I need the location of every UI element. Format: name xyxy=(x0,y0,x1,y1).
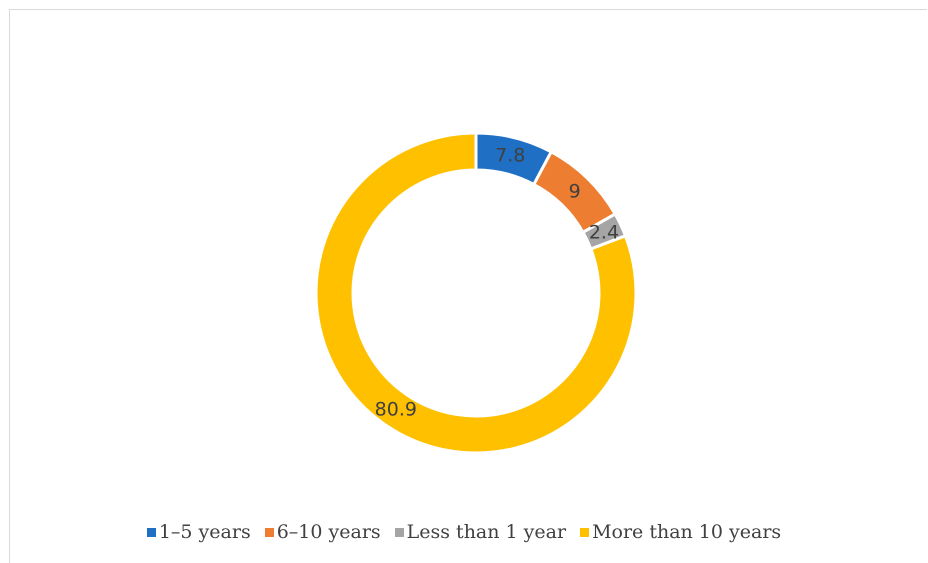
legend-swatch-6-10-years xyxy=(264,527,274,537)
donut-slice-more-than-10-years xyxy=(314,131,638,455)
legend-item-1-5-years: 1–5 years xyxy=(146,521,251,543)
data-label-more-than-10-years: 80.9 xyxy=(375,399,417,421)
legend-swatch-1-5-years xyxy=(146,527,156,537)
legend-label-more-than-10-years: More than 10 years xyxy=(592,521,782,543)
donut-data-labels: 7.8 9 2.4 80.9 xyxy=(375,145,619,421)
legend-swatch-less-than-1-year xyxy=(394,527,404,537)
legend-label-6-10-years: 6–10 years xyxy=(276,521,381,543)
data-label-6-10-years: 9 xyxy=(569,181,581,203)
legend-item-more-than-10-years: More than 10 years xyxy=(580,521,781,543)
legend-label-less-than-1-year: Less than 1 year xyxy=(406,521,567,543)
chart-legend: 1–5 years 6–10 years Less than 1 year Mo… xyxy=(0,518,928,546)
data-label-1-5-years: 7.8 xyxy=(495,145,525,167)
legend-item-less-than-1-year: Less than 1 year xyxy=(394,521,567,543)
chart-frame xyxy=(9,9,927,563)
legend-item-6-10-years: 6–10 years xyxy=(264,521,381,543)
legend-swatch-more-than-10-years xyxy=(580,527,590,537)
donut-slices xyxy=(314,131,638,455)
legend-label-1-5-years: 1–5 years xyxy=(158,521,251,543)
data-label-less-than-1-year: 2.4 xyxy=(589,222,619,244)
